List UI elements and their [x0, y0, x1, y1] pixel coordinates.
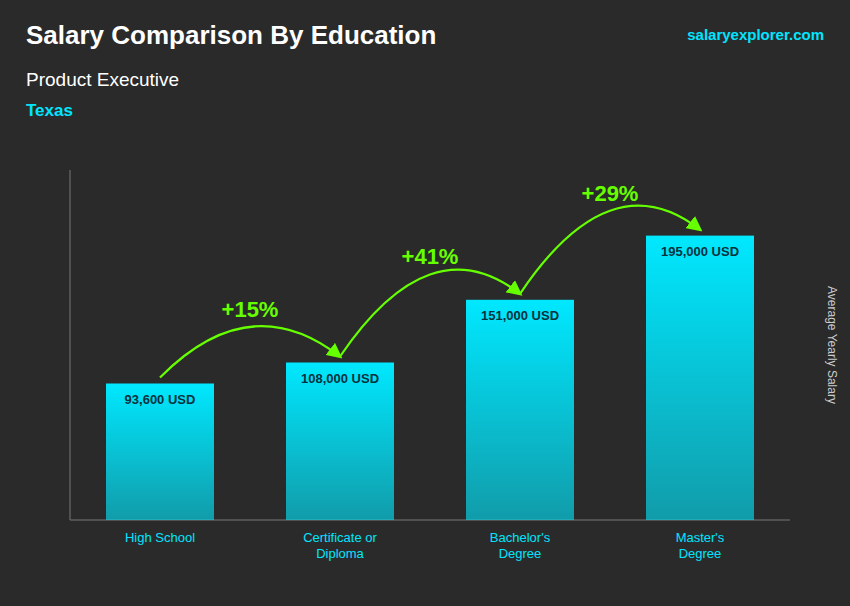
x-tick-label: High School — [125, 530, 195, 545]
x-tick-label: Certificate orDiploma — [303, 530, 377, 561]
annotation-arrow — [160, 326, 340, 377]
x-tick-label-line: Degree — [499, 546, 542, 561]
x-tick-label-line: Certificate or — [303, 530, 377, 545]
data-label: 195,000 USD — [661, 244, 739, 259]
background — [0, 0, 850, 606]
x-tick-label-line: High School — [125, 530, 195, 545]
source: salaryexplorer.com — [687, 26, 824, 43]
data-label: 151,000 USD — [481, 308, 559, 323]
annotation: +29% — [582, 181, 639, 206]
y-axis-label: Average Yearly Salary — [825, 286, 839, 404]
subtitle: Product Executive — [26, 69, 179, 90]
x-tick-label-line: Diploma — [316, 546, 364, 561]
x-tick-label: Master'sDegree — [676, 530, 725, 561]
annotation-arrow — [340, 270, 520, 357]
bar — [286, 363, 394, 521]
location: Texas — [26, 101, 73, 120]
data-label: 108,000 USD — [301, 371, 379, 386]
chart: Salary Comparison By Education Product Ex… — [0, 0, 850, 606]
x-tick-label-line: Bachelor's — [490, 530, 551, 545]
x-tick-label-line: Degree — [679, 546, 722, 561]
annotation: +41% — [402, 244, 459, 269]
annotation: +15% — [222, 297, 279, 322]
data-label: 93,600 USD — [125, 392, 196, 407]
title: Salary Comparison By Education — [26, 20, 436, 50]
bar — [106, 384, 214, 521]
y-axis-line — [70, 170, 71, 520]
bar — [466, 300, 574, 520]
annotation-arrow — [520, 206, 700, 294]
bar — [646, 236, 754, 520]
x-tick-label-line: Master's — [676, 530, 725, 545]
x-tick-label: Bachelor'sDegree — [490, 530, 551, 561]
